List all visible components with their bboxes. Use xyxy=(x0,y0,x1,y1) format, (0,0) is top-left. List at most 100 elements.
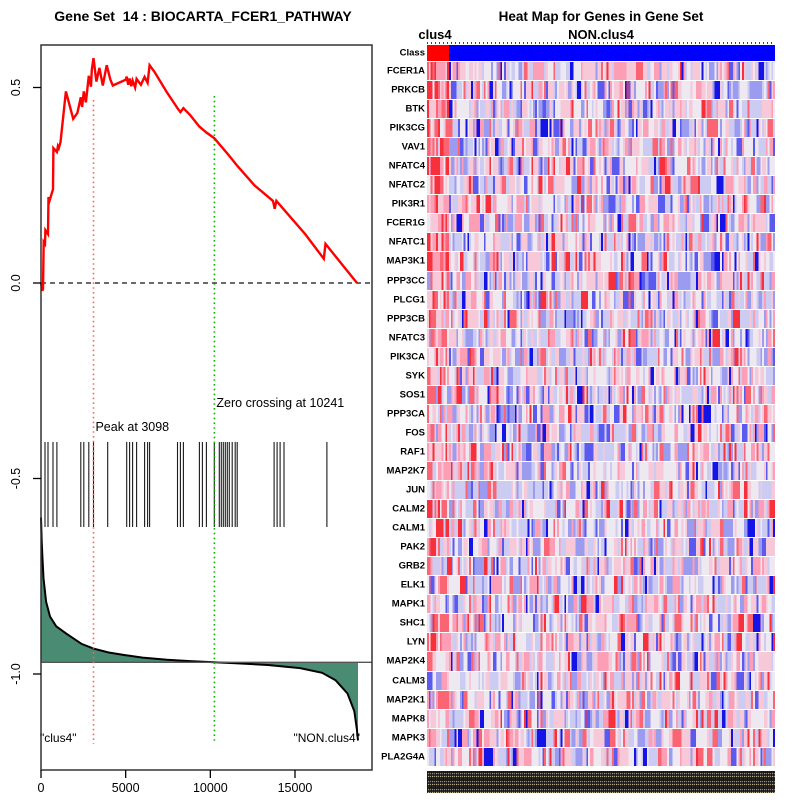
heatmap-row-pak2: PAK2 xyxy=(400,538,775,558)
footer-label-clus4: "clus4" xyxy=(40,731,77,745)
row-label-fos: FOS xyxy=(405,427,425,439)
x-tick-label: 5000 xyxy=(112,781,140,795)
row-label-jun: JUN xyxy=(405,484,425,496)
enrichment-score-curve xyxy=(39,58,358,292)
row-label-mapk1: MAPK1 xyxy=(391,598,425,610)
y-tick-label: -1.0 xyxy=(9,663,23,685)
heatmap-row-ppp3ca: PPP3CA xyxy=(387,404,775,424)
heatmap-row-vav1: VAV1 xyxy=(402,138,775,158)
row-label-btk: BTK xyxy=(405,103,425,115)
row-label-sos1: SOS1 xyxy=(399,389,425,401)
row-label-pik3r1: PIK3R1 xyxy=(391,198,425,210)
heatmap-row-nfatc4: NFATC4 xyxy=(389,157,775,177)
heatmap-row-prkcb: PRKCB xyxy=(391,81,775,101)
heatmap-row-pik3cg: PIK3CG xyxy=(390,119,775,139)
y-tick-label: 0.5 xyxy=(9,79,23,96)
plot-border xyxy=(40,44,373,771)
heatmap-row-nfatc3: NFATC3 xyxy=(389,328,775,348)
row-label-calm1: CALM1 xyxy=(392,522,425,534)
row-label-ppp3cb: PPP3CB xyxy=(386,313,425,325)
x-tick-label: 0 xyxy=(38,781,45,795)
annotations-group: Peak at 3098 Zero crossing at 10241 "clus4… xyxy=(40,396,360,745)
heatmap-row-plcg1: PLCG1 xyxy=(393,290,775,310)
heatmap-row-syk: SYK xyxy=(405,366,775,386)
row-label-mapk3: MAPK3 xyxy=(391,732,425,744)
peak-annotation: Peak at 3098 xyxy=(95,420,169,434)
row-label-shc1: SHC1 xyxy=(399,617,425,629)
heatmap-row-class: Class xyxy=(400,45,775,62)
heatmap-row-pik3r1: PIK3R1 xyxy=(392,195,775,215)
heatmap-row-nfatc2: NFATC2 xyxy=(389,176,775,196)
reference-lines-group xyxy=(41,96,372,744)
row-label-map2k4: MAP2K4 xyxy=(386,655,425,667)
row-label-nfatc3: NFATC3 xyxy=(388,332,425,344)
group-label-clus4: clus4 xyxy=(418,27,452,42)
row-label-pik3cg: PIK3CG xyxy=(389,122,425,134)
row-label-lyn: LYN xyxy=(406,636,425,648)
row-label-mapk8: MAPK8 xyxy=(391,713,425,725)
x-tick-label: 10000 xyxy=(193,781,228,795)
heatmap-grid: Class FCER1A PRKCB BTK PIK3CG VAV1 NFATC4 NFATC… xyxy=(381,45,775,767)
row-label-ppp3cc: PPP3CC xyxy=(386,275,425,287)
row-label-class: Class xyxy=(399,47,425,59)
row-label-map3k1: MAP3K1 xyxy=(386,255,425,267)
group-label-nonclus4: NON.clus4 xyxy=(568,27,634,42)
zero-crossing-annotation: Zero crossing at 10241 xyxy=(216,396,344,410)
axes-group: 0.5 0.0 -0.5 -1.0 0 5000 10000 15000 xyxy=(9,44,373,795)
heatmap-row-nfatc1: NFATC1 xyxy=(389,233,775,253)
heatmap-row-map2k7: MAP2K7 xyxy=(386,461,775,482)
row-label-vav1: VAV1 xyxy=(401,141,425,153)
footer-label-nonclus4: "NON.clus4" xyxy=(293,731,360,745)
gsea-panel: Gene Set 14 : BIOCARTA_FCER1_PATHWAY 0.5… xyxy=(0,0,390,800)
x-tick-label: 15000 xyxy=(278,781,313,795)
es-curve-group xyxy=(39,58,358,292)
row-label-raf1: RAF1 xyxy=(400,446,425,458)
heatmap-row-calm1: CALM1 xyxy=(392,519,775,539)
row-label-pla2g4a: PLA2G4A xyxy=(381,751,425,763)
row-label-pak2: PAK2 xyxy=(400,541,425,553)
heatmap-row-raf1: RAF1 xyxy=(400,442,775,462)
heatmap-row-map3k1: MAP3K1 xyxy=(386,252,775,272)
heatmap-row-lyn: LYN xyxy=(407,633,775,653)
row-label-nfatc2: NFATC2 xyxy=(388,179,425,191)
row-label-map2k7: MAP2K7 xyxy=(386,465,425,477)
heatmap-row-ppp3cb: PPP3CB xyxy=(387,309,775,329)
row-label-grb2: GRB2 xyxy=(398,560,425,572)
heatmap-row-mapk3: MAPK3 xyxy=(392,728,775,748)
heatmap-row-ppp3cc: PPP3CC xyxy=(387,271,775,291)
row-label-elk1: ELK1 xyxy=(400,579,425,591)
row-label-nfatc1: NFATC1 xyxy=(388,236,425,248)
heatmap-title: Heat Map for Genes in Gene Set xyxy=(498,9,704,24)
heatmap-row-map2k4: MAP2K4 xyxy=(386,652,775,672)
row-label-fcer1a: FCER1A xyxy=(386,65,425,77)
heatmap-row-pla2g4a: PLA2G4A xyxy=(381,747,775,767)
row-label-pik3ca: PIK3CA xyxy=(390,351,425,363)
metric-area-group xyxy=(40,517,359,741)
row-label-fcer1g: FCER1G xyxy=(386,217,425,229)
row-label-prkcb: PRKCB xyxy=(391,84,425,96)
heatmap-row-jun: JUN xyxy=(406,481,775,501)
heatmap-row-pik3ca: PIK3CA xyxy=(390,347,775,367)
heatmap-row-calm3: CALM3 xyxy=(392,671,775,691)
sample-tick-marks xyxy=(427,42,775,44)
hit-ticks-group xyxy=(44,442,328,527)
y-tick-label: -0.5 xyxy=(9,468,23,490)
heatmap-row-sos1: SOS1 xyxy=(400,385,775,405)
heatmap-row-mapk1: MAPK1 xyxy=(392,595,775,615)
heatmap-row-mapk8: MAPK8 xyxy=(392,709,775,729)
row-label-ppp3ca: PPP3CA xyxy=(386,408,425,420)
es-plot-svg: 0.5 0.0 -0.5 -1.0 0 5000 10000 15000 Peak at 30… xyxy=(9,44,373,795)
heatmap-row-shc1: SHC1 xyxy=(400,614,775,634)
heatmap-row-elk1: ELK1 xyxy=(401,576,775,596)
heatmap-row-fcer1g: FCER1G xyxy=(386,214,775,234)
heatmap-row-btk: BTK xyxy=(405,100,775,120)
sample-labels-band xyxy=(427,771,775,793)
heatmap-row-map2k1: MAP2K1 xyxy=(386,690,775,710)
heatmap-row-fos: FOS xyxy=(405,423,775,443)
y-tick-label: 0.0 xyxy=(9,274,23,291)
row-label-nfatc4: NFATC4 xyxy=(388,160,425,172)
ranked-metric-curve xyxy=(40,517,359,741)
row-label-calm2: CALM2 xyxy=(392,503,425,515)
row-label-map2k1: MAP2K1 xyxy=(386,694,425,706)
row-label-calm3: CALM3 xyxy=(392,675,425,687)
